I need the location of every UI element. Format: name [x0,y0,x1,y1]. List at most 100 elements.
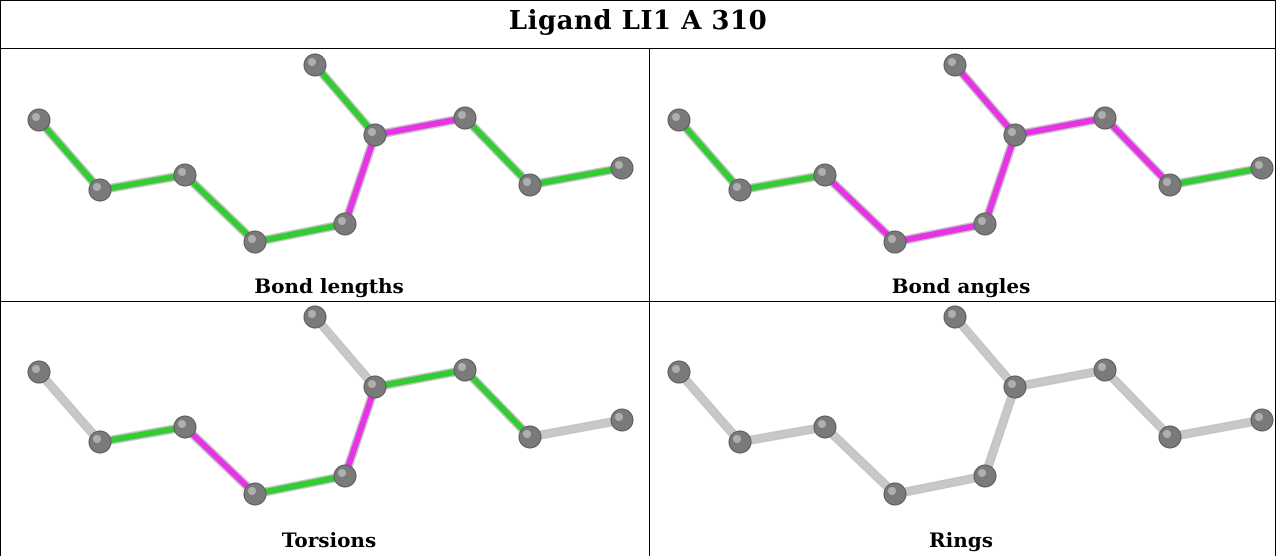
bond [97,172,188,193]
atom [1250,156,1274,180]
atom-highlight [178,168,186,176]
bond [737,424,828,445]
bond [1102,115,1173,188]
bond [462,115,533,188]
atom-highlight [1098,111,1106,119]
bond [982,132,1018,227]
atom-highlight [1163,430,1171,438]
atom [1158,425,1182,449]
atom-highlight [368,128,376,136]
atom [88,430,112,454]
divider-title [0,48,1276,49]
atom [27,108,51,132]
atom [173,415,197,439]
atom-highlight [733,435,741,443]
atom-highlight [32,113,40,121]
bond [1012,115,1108,138]
bond [252,473,348,497]
atom [1093,106,1117,130]
panel-caption: Torsions [281,528,377,552]
bond [342,384,378,479]
atom-highlight [93,183,101,191]
bond [182,172,258,245]
atom-highlight [93,435,101,443]
atom-highlight [615,161,623,169]
atom [453,106,477,130]
atom [883,230,907,254]
atom-highlight [523,430,531,438]
atom [333,464,357,488]
atom [363,375,387,399]
atom-highlight [248,235,256,243]
atom-highlight [248,487,256,495]
page-title: Ligand LI1 A 310 [508,6,768,36]
atom-highlight [458,363,466,371]
atom [1093,358,1117,382]
atom-highlight [888,235,896,243]
atom-highlight [338,217,346,225]
atom-highlight [818,168,826,176]
atom-highlight [1255,413,1263,421]
bond [676,117,743,193]
atom [1003,375,1027,399]
atom-highlight [672,365,680,373]
atom [610,156,634,180]
atom [943,53,967,77]
panel-caption: Bond angles [891,274,1031,298]
panel-torsions: Torsions [10,302,648,552]
panel-bond-lengths: Bond lengths [10,50,648,300]
atom [303,53,327,77]
atom [728,430,752,454]
molecule-diagram [667,53,1274,254]
bond [527,165,625,188]
bond [462,367,533,440]
atom [813,415,837,439]
bond [892,473,988,497]
atom-highlight [178,420,186,428]
atom-highlight [308,58,316,66]
atom-highlight [1255,161,1263,169]
atom-highlight [308,310,316,318]
bond [342,132,378,227]
atom [943,305,967,329]
atom-highlight [615,413,623,421]
atom [883,482,907,506]
bond [1167,417,1265,440]
bond [372,115,468,138]
bond [97,424,188,445]
atom [667,360,691,384]
bond [737,172,828,193]
atom [667,108,691,132]
bond [822,424,898,497]
atom [518,173,542,197]
bond [252,221,348,245]
atom [813,163,837,187]
border-top [0,0,1276,1]
atom-highlight [978,217,986,225]
molecule-diagram [27,53,634,254]
atom-highlight [818,420,826,428]
divider-middle [0,301,1276,302]
bond [952,62,1018,138]
bond [952,314,1018,390]
atom-highlight [733,183,741,191]
atom-highlight [672,113,680,121]
bond [527,417,625,440]
atom [610,408,634,432]
bond [892,221,988,245]
atom-highlight [888,487,896,495]
bond [1102,367,1173,440]
bond [1167,165,1265,188]
panel-bond-angles: Bond angles [650,50,1276,300]
atom [453,358,477,382]
molecule-diagram [667,305,1274,506]
atom [973,464,997,488]
atom-highlight [948,58,956,66]
atom [243,482,267,506]
bond [1012,367,1108,390]
panel-caption: Rings [928,528,993,552]
atom-highlight [978,469,986,477]
bond [676,369,743,445]
atom-highlight [523,178,531,186]
